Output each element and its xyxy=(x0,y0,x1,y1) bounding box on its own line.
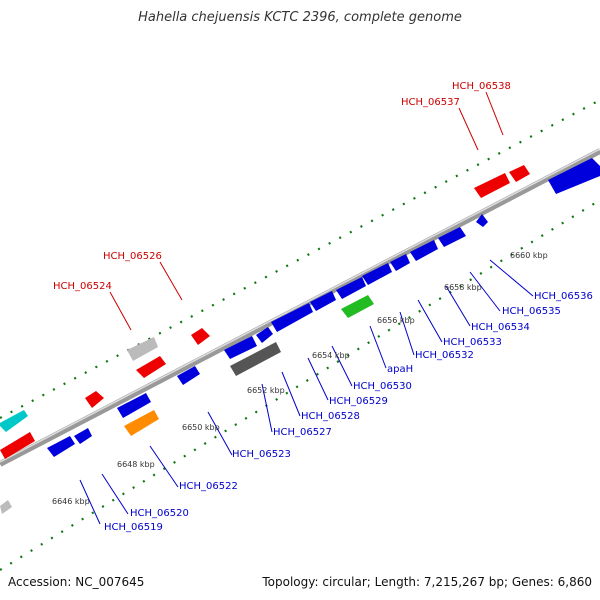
gene-label: HCH_06530 xyxy=(353,381,412,392)
gene-blue xyxy=(177,366,200,385)
scale-labels: 6646 kbp 6648 kbp 6650 kbp 6652 kbp 6654… xyxy=(52,251,548,506)
scale-label: 6646 kbp xyxy=(52,497,90,506)
gene-red xyxy=(191,328,210,345)
gene-label: HCH_06536 xyxy=(534,291,593,302)
gene-blue xyxy=(256,327,273,343)
gene-label: HCH_06538 xyxy=(452,81,511,92)
scale-label: 6656 kbp xyxy=(377,316,415,325)
gene-blue xyxy=(438,227,466,247)
gene-label: HCH_06520 xyxy=(130,508,189,519)
gene-blue xyxy=(362,263,392,285)
forward-genes xyxy=(0,158,600,459)
gene-label: HCH_06534 xyxy=(471,322,530,333)
gene-blue xyxy=(310,291,336,311)
gene-label: HCH_06526 xyxy=(103,251,162,262)
gene-label: HCH_06532 xyxy=(415,350,474,361)
gene-blue xyxy=(47,436,75,457)
gene-blue xyxy=(548,158,600,194)
gene-label: HCH_06519 xyxy=(104,522,163,533)
gene-label: HCH_06533 xyxy=(443,337,502,348)
forward-gene-labels: HCH_06524 HCH_06526 HCH_06537 HCH_06538 xyxy=(53,81,511,292)
genome-summary-text: Topology: circular; Length: 7,215,267 bp… xyxy=(262,575,592,589)
scale-label: 6650 kbp xyxy=(182,423,220,432)
scale-label: 6660 kbp xyxy=(510,251,548,260)
gene-red xyxy=(85,391,104,408)
gene-label: HCH_06529 xyxy=(329,396,388,407)
gene-blue xyxy=(336,277,366,299)
gene-label: HCH_06527 xyxy=(273,427,332,438)
gene-blue xyxy=(410,240,438,261)
gene-dark-grey xyxy=(230,342,281,376)
gene-red xyxy=(0,432,35,459)
gene-label: HCH_06523 xyxy=(232,449,291,460)
gene-blue xyxy=(476,214,488,227)
gene-label: HCH_06522 xyxy=(179,481,238,492)
gene-green xyxy=(341,295,374,318)
scale-label: 6658 kbp xyxy=(444,283,482,292)
outer-tick-track xyxy=(0,99,600,419)
gene-label: HCH_06528 xyxy=(301,411,360,422)
gene-grey xyxy=(127,337,158,361)
gene-blue xyxy=(224,336,257,359)
gene-blue xyxy=(271,303,313,332)
gene-label: apaH xyxy=(387,364,413,375)
gene-red xyxy=(136,356,166,378)
gene-grey xyxy=(0,500,12,514)
gene-label: HCH_06524 xyxy=(53,281,112,292)
reverse-gene-labels: HCH_06519 HCH_06520 HCH_06522 HCH_06523 … xyxy=(104,291,593,533)
gene-cyan xyxy=(0,410,28,432)
gene-red xyxy=(509,165,530,182)
label-leader-lines xyxy=(79,91,534,525)
gene-blue xyxy=(117,393,151,418)
scale-label: 6654 kbp xyxy=(312,351,350,360)
gene-label: HCH_06535 xyxy=(502,306,561,317)
gene-blue xyxy=(390,254,410,271)
gene-red xyxy=(474,173,510,198)
scale-label: 6652 kbp xyxy=(247,386,285,395)
map-title: Hahella chejuensis KCTC 2396, complete g… xyxy=(138,10,462,25)
scale-label: 6648 kbp xyxy=(117,460,155,469)
accession-text: Accession: NC_007645 xyxy=(8,575,145,589)
gene-blue xyxy=(74,428,92,444)
reverse-genes xyxy=(0,214,488,514)
gene-orange xyxy=(124,410,159,436)
gene-label: HCH_06537 xyxy=(401,97,460,108)
